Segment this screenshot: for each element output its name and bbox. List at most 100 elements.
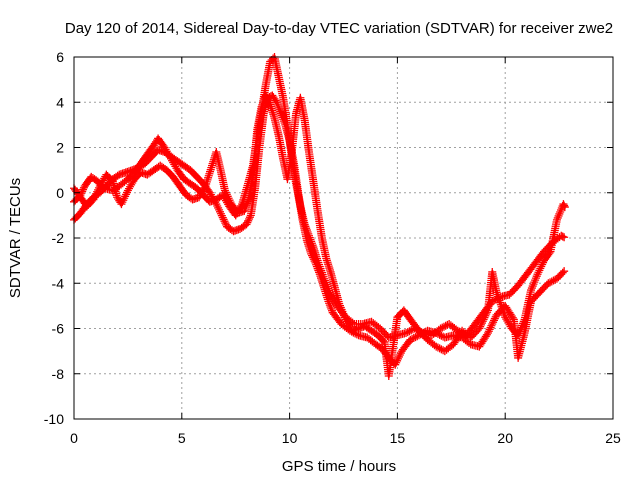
data-point (408, 334, 417, 343)
data-point (338, 307, 347, 316)
data-point (335, 301, 344, 310)
data-point (439, 322, 448, 331)
y-tick-label: -2 (52, 230, 65, 246)
y-tick-label: 0 (56, 185, 64, 201)
data-point (307, 237, 316, 246)
data-point (225, 196, 234, 205)
data-point (304, 229, 313, 238)
data-point (560, 267, 569, 276)
axis-ticks: 0 5 10 15 20 25 -10 -8 -6 -4 -2 0 2 4 6 (44, 49, 621, 446)
y-tick-label: 4 (56, 94, 64, 110)
data-point (258, 100, 267, 109)
data-point (486, 323, 495, 332)
data-point (325, 299, 334, 308)
data-point (92, 189, 101, 198)
data-point (323, 282, 332, 291)
data-point (409, 334, 418, 343)
data-point (406, 335, 415, 344)
data-point (325, 301, 334, 310)
data-point (305, 233, 314, 242)
data-point (243, 199, 252, 208)
data-point (514, 331, 523, 340)
data-point (335, 299, 344, 308)
data-point (119, 196, 128, 205)
data-point (271, 96, 280, 105)
data-point (556, 207, 565, 216)
data-point (321, 278, 330, 287)
data-point (560, 201, 569, 210)
data-point (117, 200, 126, 209)
data-point (306, 235, 315, 244)
data-points (70, 53, 569, 381)
data-point (221, 219, 230, 228)
data-point (264, 96, 273, 105)
data-point (305, 231, 314, 240)
data-point (340, 313, 349, 322)
data-point (324, 286, 333, 295)
data-point (222, 190, 231, 199)
data-point (313, 256, 322, 265)
data-point (245, 213, 254, 222)
data-point (122, 188, 131, 197)
data-point (93, 187, 102, 196)
y-tick-label: -6 (52, 321, 65, 337)
data-point (262, 93, 271, 102)
data-point (517, 323, 526, 332)
data-point (485, 325, 494, 334)
data-point (324, 284, 333, 293)
data-point (518, 321, 527, 330)
data-point (560, 233, 569, 242)
data-point (91, 191, 100, 200)
data-point (122, 190, 131, 199)
data-point (240, 206, 249, 215)
data-point (94, 185, 103, 194)
data-point (223, 192, 232, 201)
data-point (217, 211, 226, 220)
data-point (314, 258, 323, 267)
data-point (328, 306, 337, 315)
data-point (516, 325, 525, 334)
data-point (121, 192, 130, 201)
data-point (316, 264, 325, 273)
data-point (276, 109, 285, 118)
data-point (391, 360, 400, 369)
data-point (535, 266, 544, 275)
data-point (555, 209, 564, 218)
data-point (107, 176, 116, 185)
data-point (476, 322, 485, 331)
x-tick-label: 5 (178, 430, 186, 446)
data-point (539, 258, 548, 267)
grid (74, 57, 613, 419)
y-axis-label: SDTVAR / TECUs (7, 178, 24, 298)
data-point (433, 343, 442, 352)
data-series (70, 53, 569, 342)
data-point (200, 183, 209, 192)
data-point (531, 276, 540, 285)
data-point (487, 321, 496, 330)
data-point (407, 326, 416, 335)
data-point (528, 282, 537, 291)
data-point (320, 274, 329, 283)
data-point (263, 95, 272, 104)
data-point (437, 331, 446, 340)
data-point (215, 205, 224, 214)
y-tick-label: 6 (56, 49, 64, 65)
data-point (394, 352, 403, 361)
data-series (70, 91, 569, 381)
data-point (221, 188, 230, 197)
data-point (213, 202, 222, 211)
data-point (243, 218, 252, 227)
data-point (482, 330, 491, 339)
data-point (79, 185, 88, 194)
data-point (265, 98, 274, 107)
data-point (395, 351, 404, 360)
data-point (527, 286, 536, 295)
data-point (315, 260, 324, 269)
data-point (544, 279, 553, 288)
data-point (394, 354, 403, 363)
chart-title: Day 120 of 2014, Sidereal Day-to-day VTE… (65, 20, 613, 37)
data-point (538, 260, 547, 269)
data-point (308, 241, 317, 250)
data-point (301, 222, 310, 231)
